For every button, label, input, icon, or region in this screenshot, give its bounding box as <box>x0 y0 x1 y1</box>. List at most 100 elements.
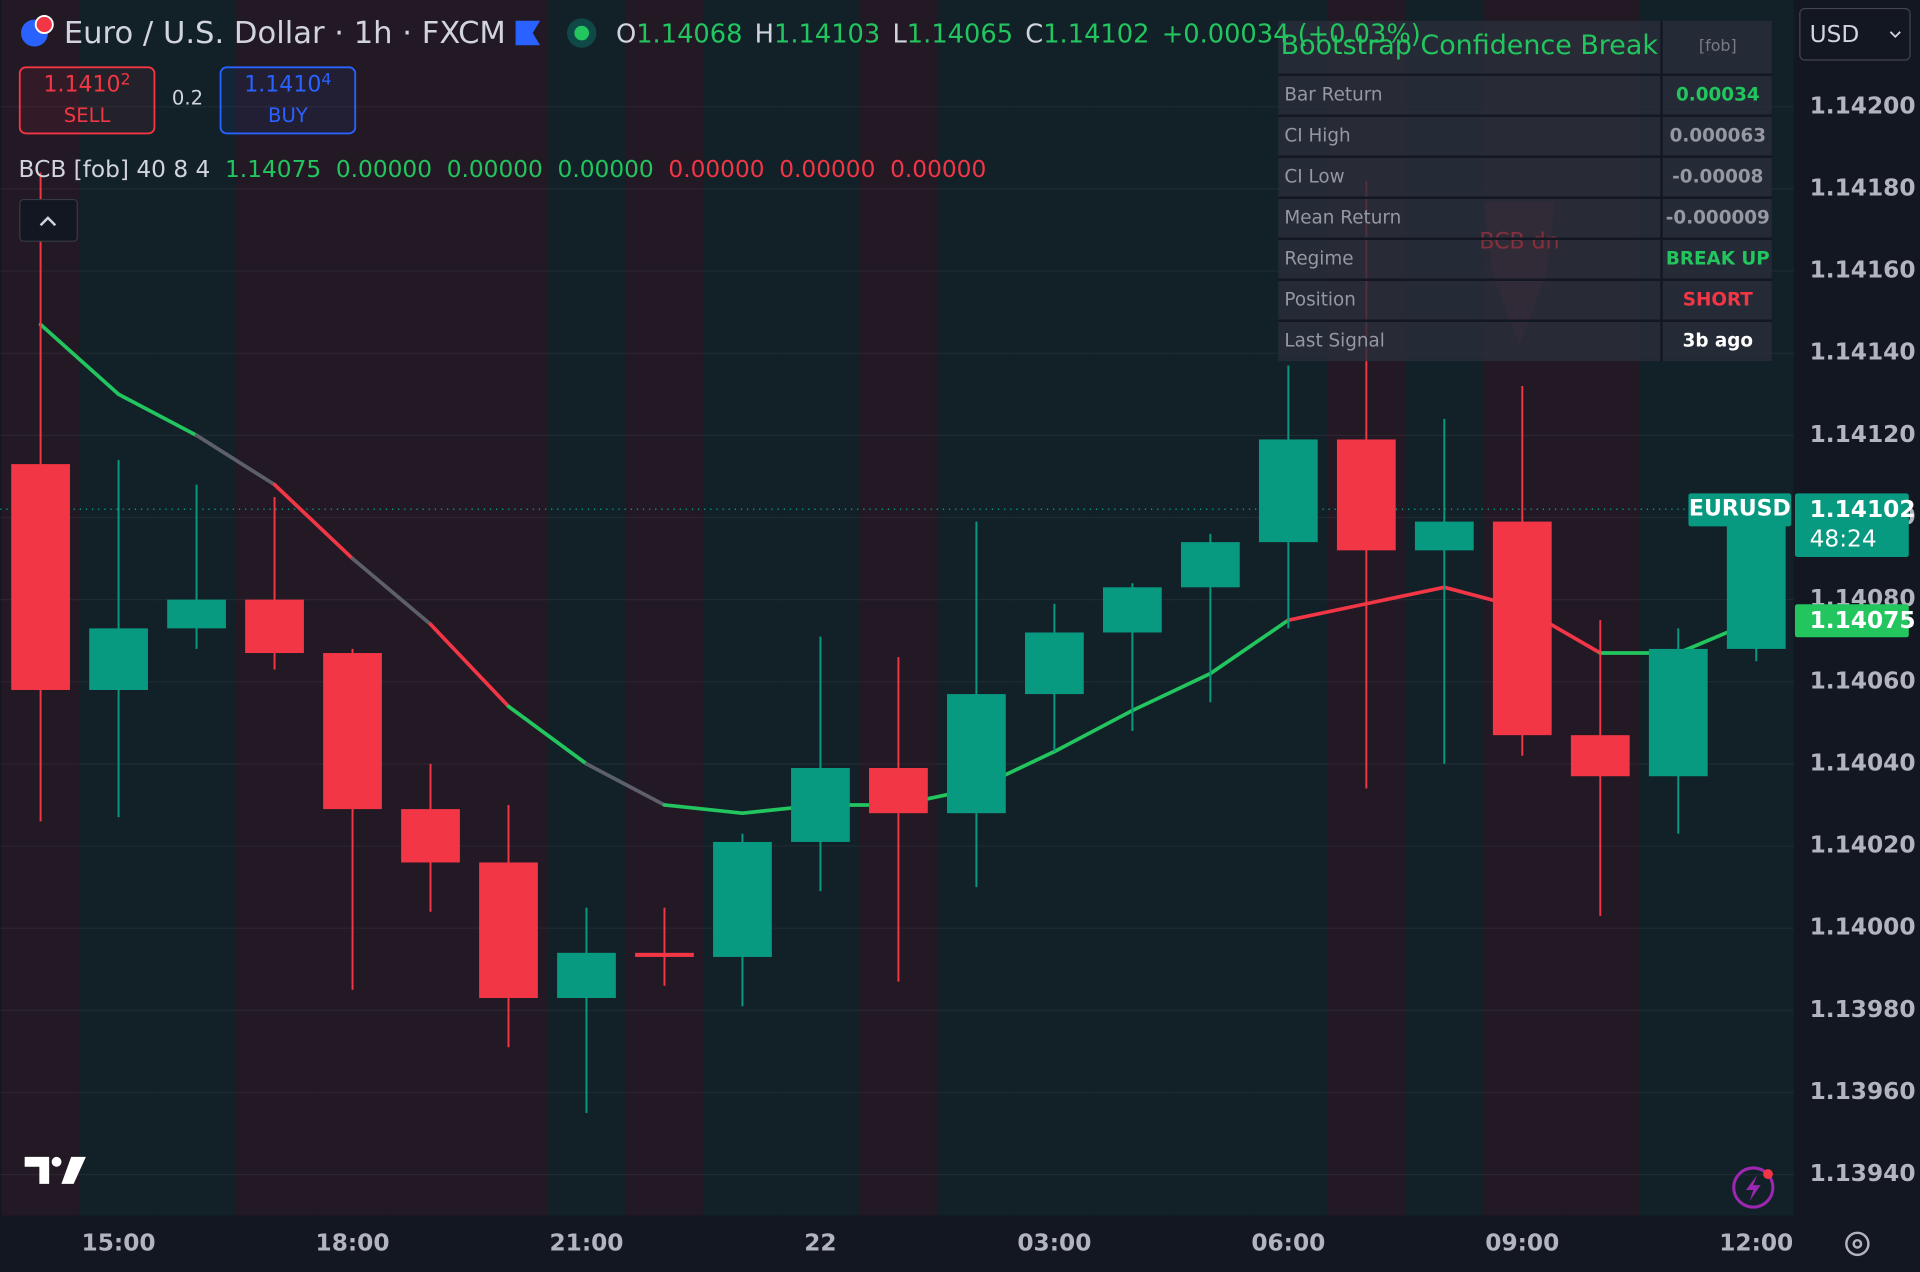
candle-body <box>557 952 616 999</box>
indicator-legend: BCB [fob] 40 8 4 1.14075 0.00000 0.00000 0.0… <box>19 156 987 183</box>
y-tick-label: 1.14000 <box>1810 914 1916 941</box>
buy-button[interactable] <box>219 66 357 135</box>
basis-segment <box>1052 708 1135 754</box>
table-row-label: Regime <box>1284 249 1353 270</box>
flag-icon-us <box>34 14 54 34</box>
basis-segment <box>38 322 121 397</box>
basis-segment <box>350 556 433 627</box>
buy-price-sup: 4 <box>321 69 331 88</box>
basis-segment <box>1208 618 1291 676</box>
sell-price-main: 1.1410 <box>44 73 121 98</box>
table-row-value: 3b ago <box>1683 331 1753 352</box>
last-price-label: 1.14102 <box>1810 496 1916 523</box>
candle-body <box>11 464 70 690</box>
collapse-button[interactable] <box>19 198 78 242</box>
session-band <box>313 0 392 1216</box>
y-tick-label: 1.14140 <box>1810 339 1916 366</box>
currency-label: USD <box>1810 21 1860 48</box>
table-row-value: -0.000009 <box>1666 208 1770 229</box>
sell-price: 1.14102 <box>44 69 131 98</box>
table-row-value: -0.00008 <box>1672 167 1763 188</box>
symbol-label-bg <box>1688 493 1792 527</box>
candle-body <box>401 809 460 863</box>
buy-price-main: 1.1410 <box>244 73 321 98</box>
symbol-label: EURUSD <box>1689 496 1791 521</box>
buy-label: BUY <box>268 104 308 127</box>
x-tick-label: 18:00 <box>316 1229 390 1256</box>
session-band <box>391 0 470 1216</box>
basis-segment <box>1130 671 1213 713</box>
tv-logo <box>24 1156 86 1184</box>
ohlc-close-label: C <box>1025 19 1043 49</box>
basis-segment <box>506 704 589 766</box>
ohlc-low: 1.14065 <box>907 19 1013 49</box>
candle-body <box>1025 632 1084 695</box>
signal-label: BCB dn <box>1479 229 1559 254</box>
candle-body <box>1180 542 1240 588</box>
replay-bolt <box>1745 1175 1761 1201</box>
indicator-value: 0.00000 <box>668 156 764 183</box>
y-tick-label: 1.13940 <box>1810 1160 1916 1187</box>
replay-icon[interactable] <box>1732 1166 1775 1209</box>
basis-segment <box>428 622 511 709</box>
sell-label: SELL <box>64 104 111 127</box>
table-title: Bootstrap Confidence Break <box>1281 30 1659 61</box>
settings-icon-core <box>1852 1238 1863 1249</box>
table-bg <box>1278 20 1772 362</box>
market-status-dot <box>574 25 590 41</box>
settings-icon[interactable] <box>1845 1231 1870 1257</box>
basis-segment <box>116 392 199 438</box>
table-row-label: CI High <box>1284 126 1350 147</box>
basis-segment <box>272 482 355 561</box>
ohlc-high: 1.14103 <box>774 19 880 49</box>
table-row-label: Bar Return <box>1284 84 1382 105</box>
indicator-value: 0.00000 <box>336 156 432 183</box>
x-tick-label: 03:00 <box>1017 1229 1091 1256</box>
basis-segment <box>1364 585 1447 606</box>
table-row-value: SHORT <box>1683 290 1754 311</box>
candle-body <box>1726 509 1786 649</box>
candle-body <box>1102 587 1162 633</box>
candle-body <box>245 599 304 654</box>
last-price-bg <box>1794 493 1909 558</box>
candle-body <box>167 599 226 629</box>
x-tick-label: 09:00 <box>1485 1229 1559 1256</box>
indicator-value: 0.00000 <box>447 156 543 183</box>
y-tick-label: 1.14040 <box>1810 749 1916 776</box>
candle-body <box>947 694 1006 814</box>
y-tick-label: 1.14060 <box>1810 667 1916 694</box>
indicator-price-bg <box>1794 604 1909 638</box>
basis-segment <box>1286 601 1369 622</box>
ohlc-open: 1.14068 <box>636 19 742 49</box>
table-row-value: BREAK UP <box>1666 249 1770 270</box>
indicator-value: 0.00000 <box>558 156 654 183</box>
table-row-value: 0.00034 <box>1676 84 1760 105</box>
flag-marker <box>515 20 541 46</box>
table-row-label: Position <box>1284 290 1355 311</box>
y-tick-label: 1.13980 <box>1810 996 1916 1023</box>
table-row-label: Last Signal <box>1284 331 1384 352</box>
y-tick-label: 1.14160 <box>1810 257 1916 284</box>
ohlc-open-label: O <box>616 19 636 49</box>
session-band <box>859 0 938 1216</box>
basis-segment <box>194 433 277 487</box>
y-tick-label: 1.13960 <box>1810 1078 1916 1105</box>
y-tick-label: 1.14120 <box>1810 421 1916 448</box>
replay-dot <box>1763 1169 1773 1179</box>
time-axis <box>0 1215 1920 1272</box>
x-tick-label: 21:00 <box>549 1229 623 1256</box>
collapse-chevron <box>39 216 57 227</box>
candle-body <box>713 841 772 957</box>
table-row-value: 0.000063 <box>1670 126 1766 147</box>
candle-body <box>323 653 382 810</box>
candle-body <box>479 862 538 999</box>
indicator-value: 0.00000 <box>890 156 986 183</box>
candle-body <box>791 768 850 842</box>
ohlc-high-label: H <box>755 19 774 49</box>
ohlc-change: +0.00034 (+0.03%) <box>1162 19 1421 49</box>
sell-button[interactable] <box>18 66 156 135</box>
x-tick-label: 22 <box>804 1229 836 1256</box>
basis-segment <box>662 803 745 816</box>
currency-button[interactable] <box>1799 7 1911 61</box>
